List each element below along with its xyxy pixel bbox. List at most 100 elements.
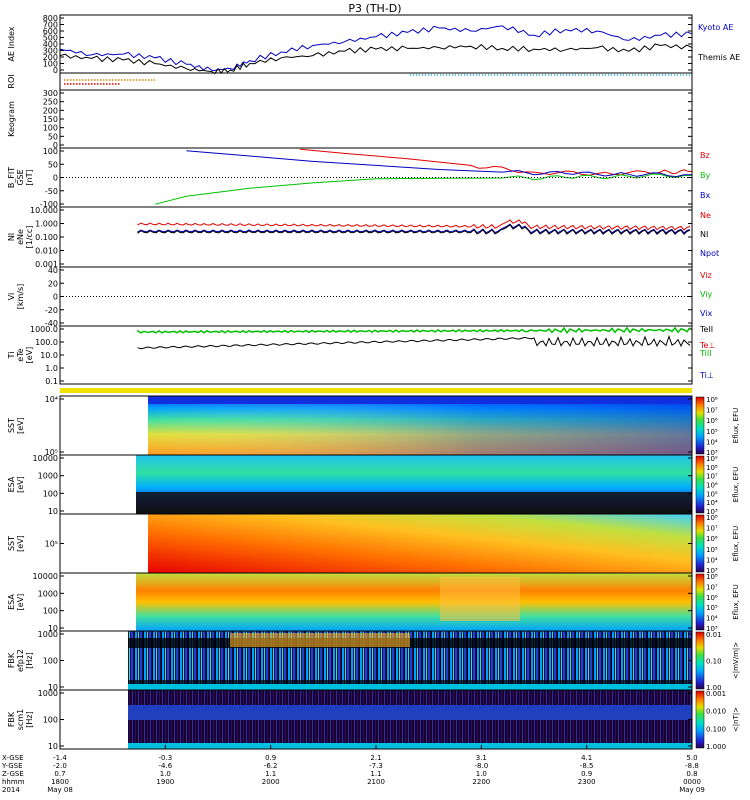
ytick-label-esa_i: 100	[43, 607, 58, 616]
ytick-label-esa_i: 10	[48, 624, 58, 633]
xtick-label: -4.6	[158, 762, 172, 770]
legend-entry: Npot	[700, 249, 719, 258]
legend-entry: TiII	[699, 349, 712, 358]
colorbar-label-sst_i: 10⁶	[706, 535, 718, 543]
colorbar-label-esa_i: 10⁵	[706, 604, 718, 612]
colorbar-label-esa_i: 10⁴	[706, 615, 718, 623]
colorbar-label-fbk_e: 0.10	[706, 658, 722, 666]
xtick-label: 3.1	[476, 754, 487, 762]
legend-entry: TeII	[699, 325, 713, 334]
legend-entry: Vix	[700, 309, 713, 318]
spectrogram-overlay	[148, 396, 692, 455]
colorbar-label-fbk_e: 1.00	[706, 684, 722, 692]
spectrogram-band	[128, 684, 692, 690]
ylabel-esa_i: ESA	[7, 594, 16, 610]
ytick-label-ae: 100	[43, 60, 58, 69]
ytick-label-esa_e: 100	[43, 489, 58, 498]
colorbar-label-fbk_b: 0.010	[706, 708, 726, 716]
ylabel-fbk_b: scm1	[16, 709, 25, 730]
legend-entry: By	[700, 171, 710, 180]
colorbar-label-sst_e: 10⁵	[706, 428, 718, 436]
ytick-label-esa_e: 10000	[33, 454, 58, 463]
colorbar-label-sst_e: 10⁷	[706, 407, 718, 415]
colorbar-label-sst_i: 10⁸	[706, 514, 718, 522]
series-line-kyoto-ae	[59, 25, 693, 72]
series-line-themis-ae	[59, 43, 693, 75]
colorbar-label-esa_i: 10³	[706, 625, 718, 633]
series-line-bx	[186, 150, 692, 178]
colorbar-label-esa_e: 10⁶	[706, 482, 718, 490]
ylabel-bfield: [nT]	[25, 169, 34, 185]
spectrogram-esa_i	[136, 573, 692, 631]
legend-entry: Viy	[700, 290, 713, 299]
ylabel-density: eNe	[16, 229, 25, 245]
xaxis-row-label: hhmm	[2, 778, 25, 786]
xtick-label: 1.1	[370, 770, 381, 778]
legend-entry: Ti⊥	[699, 371, 714, 380]
ytick-label-bfield: -50	[45, 187, 58, 196]
colorbar-fbk_b	[695, 690, 705, 749]
panel-frame-ae	[59, 14, 693, 74]
ytick-label-temperature: 100.0	[35, 338, 58, 347]
plot-title: P3 (TH-D)	[348, 2, 401, 15]
ylabel-roi: ROI	[7, 74, 16, 88]
colorbar-label-fbk_b: 0.001	[706, 690, 726, 698]
colorbar-label-esa_e: 10⁴	[706, 499, 718, 507]
ytick-label-bfield: 50	[48, 160, 58, 169]
ytick-label-keogram: 200	[43, 106, 58, 115]
spectrogram-sst_i	[148, 514, 692, 573]
colorbar-label-esa_i: 10⁶	[706, 594, 718, 602]
xtick-label: 2200	[472, 778, 490, 786]
ytick-label-esa_e: 10	[48, 507, 58, 516]
ytick-label-density: 10.000	[30, 206, 58, 215]
ytick-label-fbk_e: 1000	[38, 630, 58, 639]
spectrogram-fbk_b	[128, 690, 692, 749]
ylabel-fbk_e: FBK	[7, 652, 16, 668]
ytick-label-keogram: 300	[43, 89, 58, 98]
legend-entry: Viz	[700, 271, 712, 280]
xtick-label: 4.1	[581, 754, 592, 762]
ytick-label-velocity: -40	[45, 319, 58, 328]
xaxis-row-label: X-GSE	[2, 754, 24, 762]
legend-entry: Kyoto AE	[698, 23, 733, 32]
ytick-label-bfield: 0	[53, 174, 58, 183]
ylabel-fbk_b: [Hz]	[25, 711, 34, 727]
ytick-label-ae: 800	[43, 14, 58, 23]
ylabel-keogram: Keogram	[7, 101, 16, 137]
ylabel-temperature: Ti	[7, 352, 16, 360]
xtick-label: 2300	[578, 778, 596, 786]
ytick-label-ae: 600	[43, 27, 58, 36]
ylabel-sst_e: SST	[7, 418, 16, 433]
ylabel-esa_e: [eV]	[16, 476, 25, 493]
xtick-label: 1900	[156, 778, 174, 786]
legend-entry: Bz	[700, 151, 710, 160]
xtick-label: 1.0	[160, 770, 171, 778]
spectrogram-patch	[230, 633, 410, 647]
ytick-label-esa_e: 1000	[38, 472, 58, 481]
colorbar-label-esa_e: 10⁹	[706, 455, 718, 463]
ylabel-bfield: GSE	[16, 169, 25, 185]
xtick-label: 1800	[51, 778, 69, 786]
colorbar-title-fbk_b: <|nT|>	[732, 707, 740, 732]
ytick-label-velocity: -20	[45, 306, 58, 315]
colorbar-title-esa_e: Eflux, EFU	[732, 467, 740, 502]
xtick-label: -8.0	[474, 762, 488, 770]
xtick-label: -8.5	[580, 762, 594, 770]
legend-entry: Te⊥	[699, 341, 715, 350]
ytick-label-ae: 300	[43, 47, 58, 56]
colorbar-label-esa_e: 10⁸	[706, 464, 718, 472]
panel-frame-keogram	[59, 89, 693, 149]
ylabel-bfield: B_FIT	[7, 167, 16, 188]
ylabel-temperature: [eV]	[25, 347, 34, 364]
panel-frame-roi	[59, 72, 693, 91]
colorbar-label-esa_i: 10⁸	[706, 573, 718, 581]
ytick-label-keogram: 0	[53, 141, 58, 150]
colorbar-label-esa_i: 10⁷	[706, 583, 718, 591]
ylabel-sst_i: [eV]	[16, 535, 25, 552]
xtick-label: -2.0	[53, 762, 67, 770]
ylabel-velocity: Vi	[7, 293, 16, 301]
ylabel-density: [1/cc]	[25, 226, 34, 249]
xtick-label: 0.7	[54, 770, 65, 778]
xtick-label: -6.2	[264, 762, 278, 770]
colorbar-esa_e	[695, 455, 705, 514]
